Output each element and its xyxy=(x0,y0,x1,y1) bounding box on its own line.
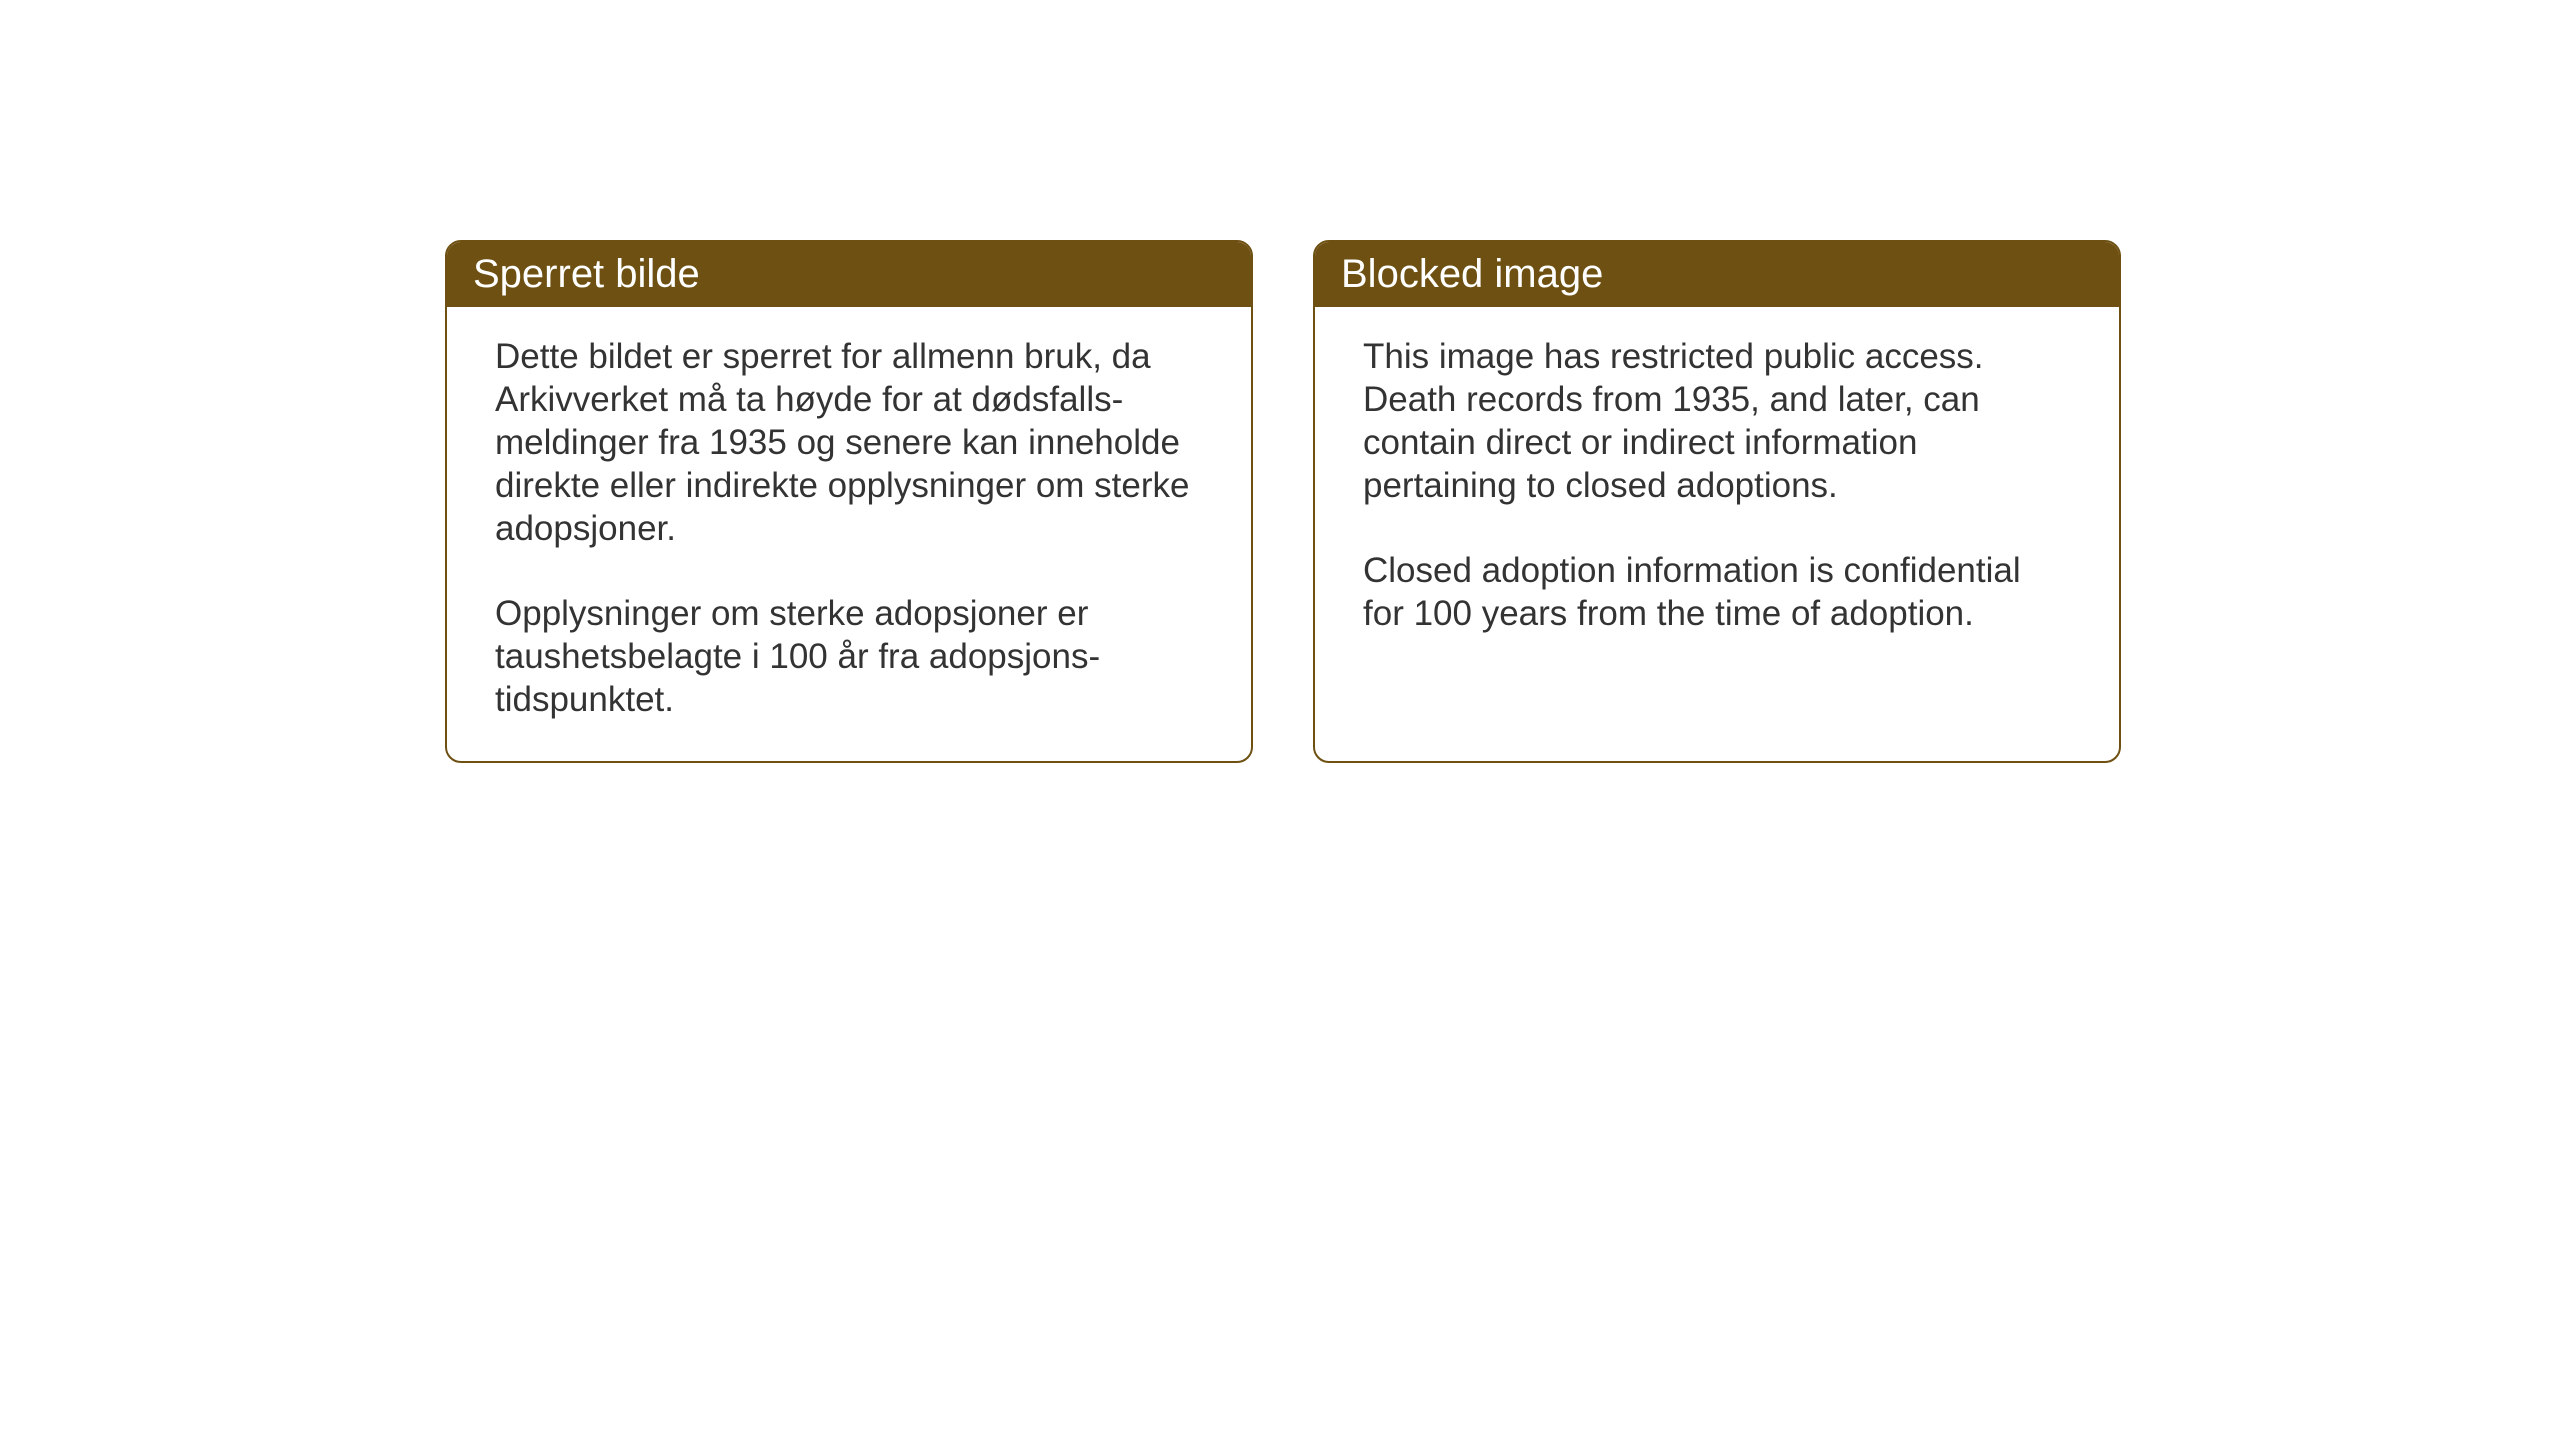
notice-card-english: Blocked image This image has restricted … xyxy=(1313,240,2121,763)
card-header-norwegian: Sperret bilde xyxy=(447,242,1251,307)
card-title-norwegian: Sperret bilde xyxy=(473,252,700,296)
notice-cards-container: Sperret bilde Dette bildet er sperret fo… xyxy=(445,240,2121,763)
notice-card-norwegian: Sperret bilde Dette bildet er sperret fo… xyxy=(445,240,1253,763)
card-paragraph-2-english: Closed adoption information is confident… xyxy=(1363,549,2071,635)
card-body-english: This image has restricted public access.… xyxy=(1315,307,2119,675)
card-header-english: Blocked image xyxy=(1315,242,2119,307)
card-paragraph-1-norwegian: Dette bildet er sperret for allmenn bruk… xyxy=(495,335,1203,550)
card-body-norwegian: Dette bildet er sperret for allmenn bruk… xyxy=(447,307,1251,761)
card-paragraph-1-english: This image has restricted public access.… xyxy=(1363,335,2071,507)
card-paragraph-2-norwegian: Opplysninger om sterke adopsjoner er tau… xyxy=(495,592,1203,721)
card-title-english: Blocked image xyxy=(1341,252,1603,296)
